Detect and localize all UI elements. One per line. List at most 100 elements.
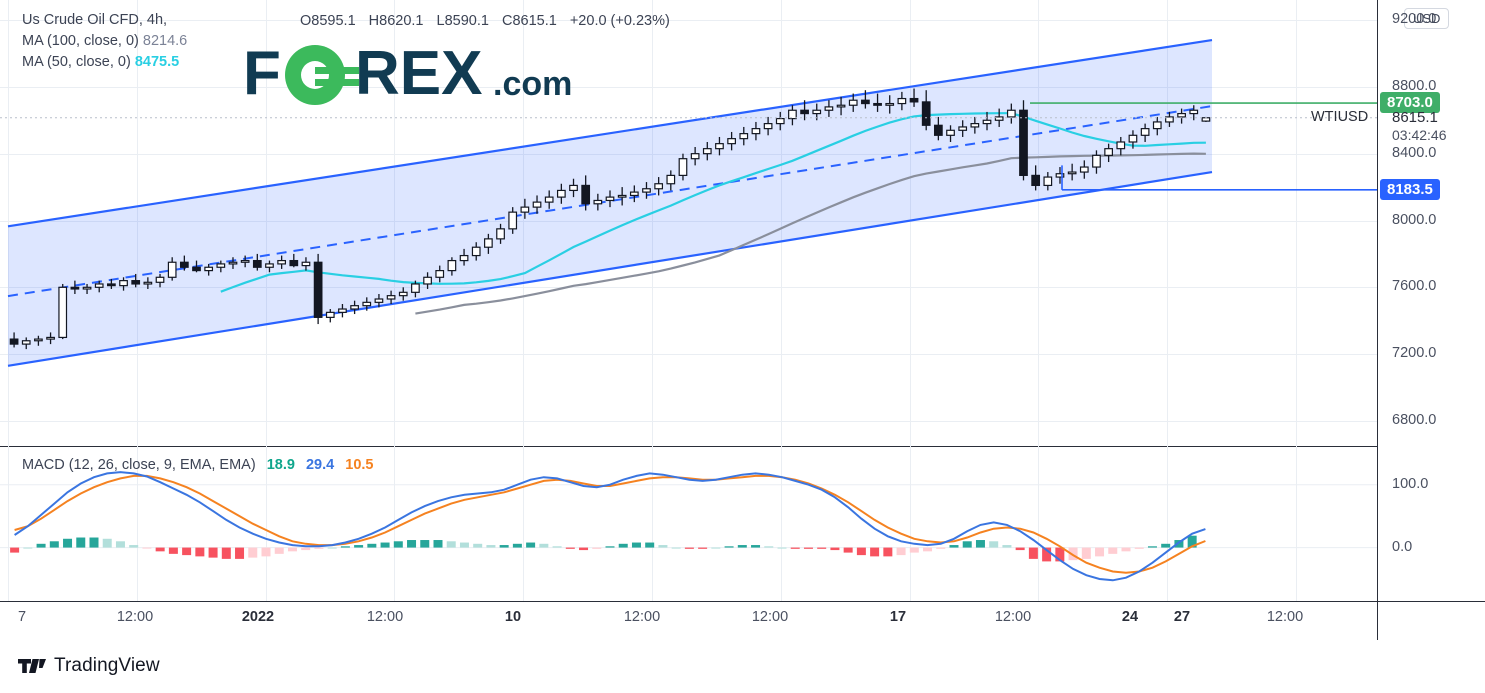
chart-legend: Us Crude Oil CFD, 4h, MA (100, close, 0)… — [22, 10, 187, 73]
macd-label: MACD (12, 26, close, 9, EMA, EMA) — [22, 457, 256, 473]
candle-body — [532, 201, 542, 208]
candle-body — [1104, 148, 1113, 156]
macd-histogram-bar — [579, 547, 589, 551]
time-gridline — [652, 0, 653, 601]
macd-histogram-bar — [539, 543, 549, 548]
macd-histogram-bar — [115, 541, 125, 548]
macd-line-value: 29.4 — [305, 457, 335, 473]
time-tick: 12:00 — [751, 609, 789, 625]
macd-histogram-bar — [142, 547, 152, 549]
candle-body — [1043, 176, 1053, 187]
forex-logo-f: F — [243, 44, 281, 106]
chart-canvas[interactable] — [0, 0, 1485, 640]
macd-histogram-bar — [1028, 547, 1038, 559]
macd-histogram-bar — [923, 547, 933, 552]
candle-body — [119, 280, 128, 287]
ohlc-high: H8620.1 — [368, 13, 424, 29]
bar-countdown: 03:42:46 — [1392, 126, 1447, 143]
symbol-title[interactable]: Us Crude Oil CFD, 4h, — [22, 12, 168, 28]
ohlc-close: C8615.1 — [501, 13, 557, 29]
tradingview-mark — [18, 659, 46, 673]
macd-histogram-bar — [433, 540, 443, 548]
ohlc-readout: O8595.1 H8620.1 L8590.1 C8615.1 +20.0 (+… — [300, 13, 679, 29]
macd-histogram-bar — [764, 546, 774, 548]
symbol-price-tag: WTIUSD — [1311, 108, 1369, 125]
macd-signal-line — [14, 474, 1206, 574]
time-gridline — [1296, 0, 1297, 601]
ma50-legend[interactable]: MA (50, close, 0) 8475.5 — [22, 52, 187, 73]
candle-body — [94, 283, 104, 288]
time-tick: 12:00 — [116, 609, 154, 625]
time-tick: 2022 — [241, 609, 275, 625]
candle-body — [1140, 128, 1150, 136]
candle-body — [520, 206, 530, 213]
macd-histogram-bar — [698, 547, 708, 549]
macd-histogram — [10, 535, 1197, 562]
candle-body — [325, 311, 335, 318]
candle-body — [800, 109, 809, 115]
candle-body — [556, 189, 566, 198]
macd-histogram-bar — [36, 543, 46, 548]
macd-tick: 0.0 — [1392, 538, 1413, 555]
macd-histogram-bar — [605, 546, 615, 548]
macd-pane[interactable] — [0, 447, 1377, 601]
macd-histogram-bar — [565, 547, 575, 549]
candle-body — [1165, 116, 1174, 123]
candle-body — [21, 340, 31, 345]
candle-body — [946, 129, 955, 136]
candle-body — [447, 259, 457, 272]
channel-lower-line[interactable] — [7, 170, 1213, 367]
ma100-legend[interactable]: MA (100, close, 0) 8214.6 — [22, 31, 187, 52]
macd-signal-value: 10.5 — [345, 457, 374, 473]
macd-histogram-bar — [63, 538, 73, 548]
macd-histogram-bar — [592, 547, 602, 549]
macd-histogram-bar — [1002, 545, 1012, 548]
candle-body — [715, 143, 724, 150]
price-tick: 6800.0 — [1392, 411, 1437, 428]
macd-histogram-bar — [182, 547, 192, 556]
macd-histogram-bar — [790, 547, 800, 549]
candle-body — [70, 286, 80, 290]
candle-body — [1067, 171, 1077, 175]
macd-histogram-bar — [195, 547, 205, 557]
macd-histogram-bar — [76, 537, 86, 548]
macd-legend[interactable]: MACD (12, 26, close, 9, EMA, EMA) 18.9 2… — [22, 457, 380, 473]
macd-histogram-bar — [684, 547, 694, 549]
ma100-line — [415, 152, 1206, 315]
channel-upper-line[interactable] — [7, 39, 1213, 228]
time-tick: 12:00 — [1266, 609, 1304, 625]
candle-body — [167, 261, 177, 278]
candle-body — [848, 99, 858, 106]
candle-body — [751, 128, 761, 135]
macd-histogram-bar — [883, 547, 893, 557]
candle-body — [435, 270, 445, 278]
macd-histogram-bar — [274, 547, 284, 554]
macd-histogram-bar — [287, 547, 297, 552]
macd-histogram-bar — [1095, 547, 1105, 557]
candle-body — [1031, 174, 1041, 187]
low-price-badge[interactable]: 8183.5 — [1380, 178, 1440, 200]
candle-body — [1019, 109, 1028, 176]
time-tick: 12:00 — [366, 609, 404, 625]
macd-histogram-bar — [1174, 540, 1184, 548]
candle-body — [788, 109, 797, 120]
candle-body — [374, 298, 384, 303]
high-price-badge[interactable]: 8703.0 — [1380, 92, 1440, 114]
time-gridline — [394, 0, 396, 601]
macd-histogram-bar — [1147, 546, 1157, 548]
macd-histogram-bar — [168, 547, 178, 554]
price-pane[interactable] — [0, 0, 1377, 446]
macd-histogram-bar — [830, 547, 840, 551]
macd-histogram-bar — [155, 547, 165, 552]
price-tick: 8000.0 — [1392, 211, 1437, 228]
candle-body — [277, 259, 287, 265]
pane-divider — [0, 446, 1377, 447]
candle-body — [569, 184, 578, 192]
candle-body — [423, 276, 432, 285]
macd-histogram-bar — [711, 547, 721, 549]
ma50-value: 8475.5 — [134, 54, 180, 70]
candle-body — [642, 188, 651, 193]
macd-histogram-bar — [89, 537, 99, 548]
macd-histogram-bar — [618, 543, 628, 548]
currency-badge[interactable]: USD — [1404, 8, 1450, 29]
